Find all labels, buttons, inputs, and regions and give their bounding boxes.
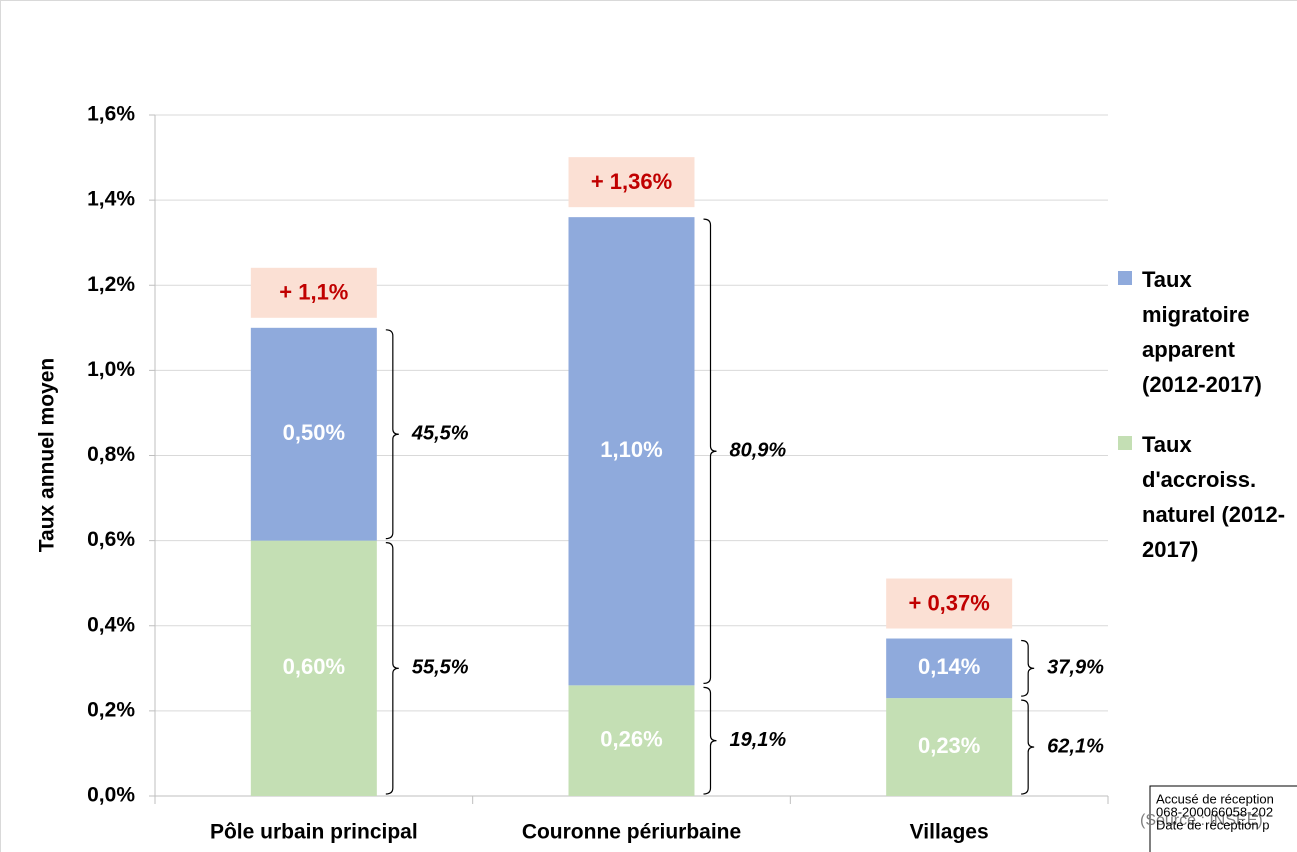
bar-segment [250,540,377,796]
y-tick-label: 1,0% [87,358,135,381]
y-tick-label: 0,4% [87,613,135,636]
total-label: + 0,37% [908,590,989,615]
share-label: 80,9% [730,440,787,462]
x-tick-label: Pôle urbain principal [210,821,418,844]
total-box [886,578,1013,629]
y-tick-label: 0,6% [87,528,135,551]
stamp-line: Date de réception p [1156,817,1269,832]
share-label: 19,1% [730,729,787,751]
bracket [385,542,399,795]
share-label: 55,5% [412,657,469,679]
x-tick-label: Villages [910,821,989,844]
share-label: 37,9% [1047,657,1104,679]
data-label: 0,60% [283,654,345,679]
share-label: 45,5% [411,423,469,445]
legend-label: Taux d'accroiss. naturel (2012-2017) [1142,432,1286,562]
data-label: 0,50% [283,420,345,445]
bar-segment [886,698,1013,796]
y-axis-label: Taux annuel moyen [36,358,59,553]
x-tick-label: Couronne périurbaine [522,821,741,844]
y-tick-label: 0,2% [87,698,135,721]
stamp-box [1149,785,1297,852]
legend-swatch [1118,271,1132,285]
legend-label: Taux migratoire apparent (2012-2017) [1142,267,1262,397]
total-label: + 1,36% [591,169,672,194]
share-label: 62,1% [1047,735,1104,757]
total-box [568,157,695,208]
bar-segment [250,327,377,541]
legend-item: Taux d'accroiss. naturel (2012-2017) [1118,427,1296,567]
bracket [1021,639,1035,697]
bar-segment [568,217,695,686]
y-tick-label: 0,0% [87,784,135,807]
bar-segment [886,638,1013,699]
y-tick-label: 1,2% [87,273,135,296]
stamp: (Source : INSEE) Accusé de réception068-2… [1140,785,1297,852]
data-label: 0,26% [600,726,662,751]
stamp-line: Accusé de réception [1156,791,1274,806]
bracket [385,329,399,540]
data-label: 0,23% [918,733,980,758]
bracket [703,686,717,795]
legend-swatch [1118,436,1132,450]
bracket [703,218,717,684]
bracket [1021,699,1035,795]
data-label: 0,14% [918,654,980,679]
total-box [250,267,377,318]
bar-segment [568,685,695,796]
legend-item: Taux migratoire apparent (2012-2017) [1118,262,1296,402]
source: (Source : INSEE) [1140,812,1263,829]
stamp-line: 068-200066058-202 [1156,804,1273,819]
legend: Taux migratoire apparent (2012-2017) Taux… [1118,262,1296,592]
data-label: 1,10% [600,437,662,462]
y-tick-label: 1,6% [87,103,135,126]
y-tick-label: 0,8% [87,443,135,466]
y-tick-label: 1,4% [87,188,135,211]
total-label: + 1,1% [279,280,348,305]
